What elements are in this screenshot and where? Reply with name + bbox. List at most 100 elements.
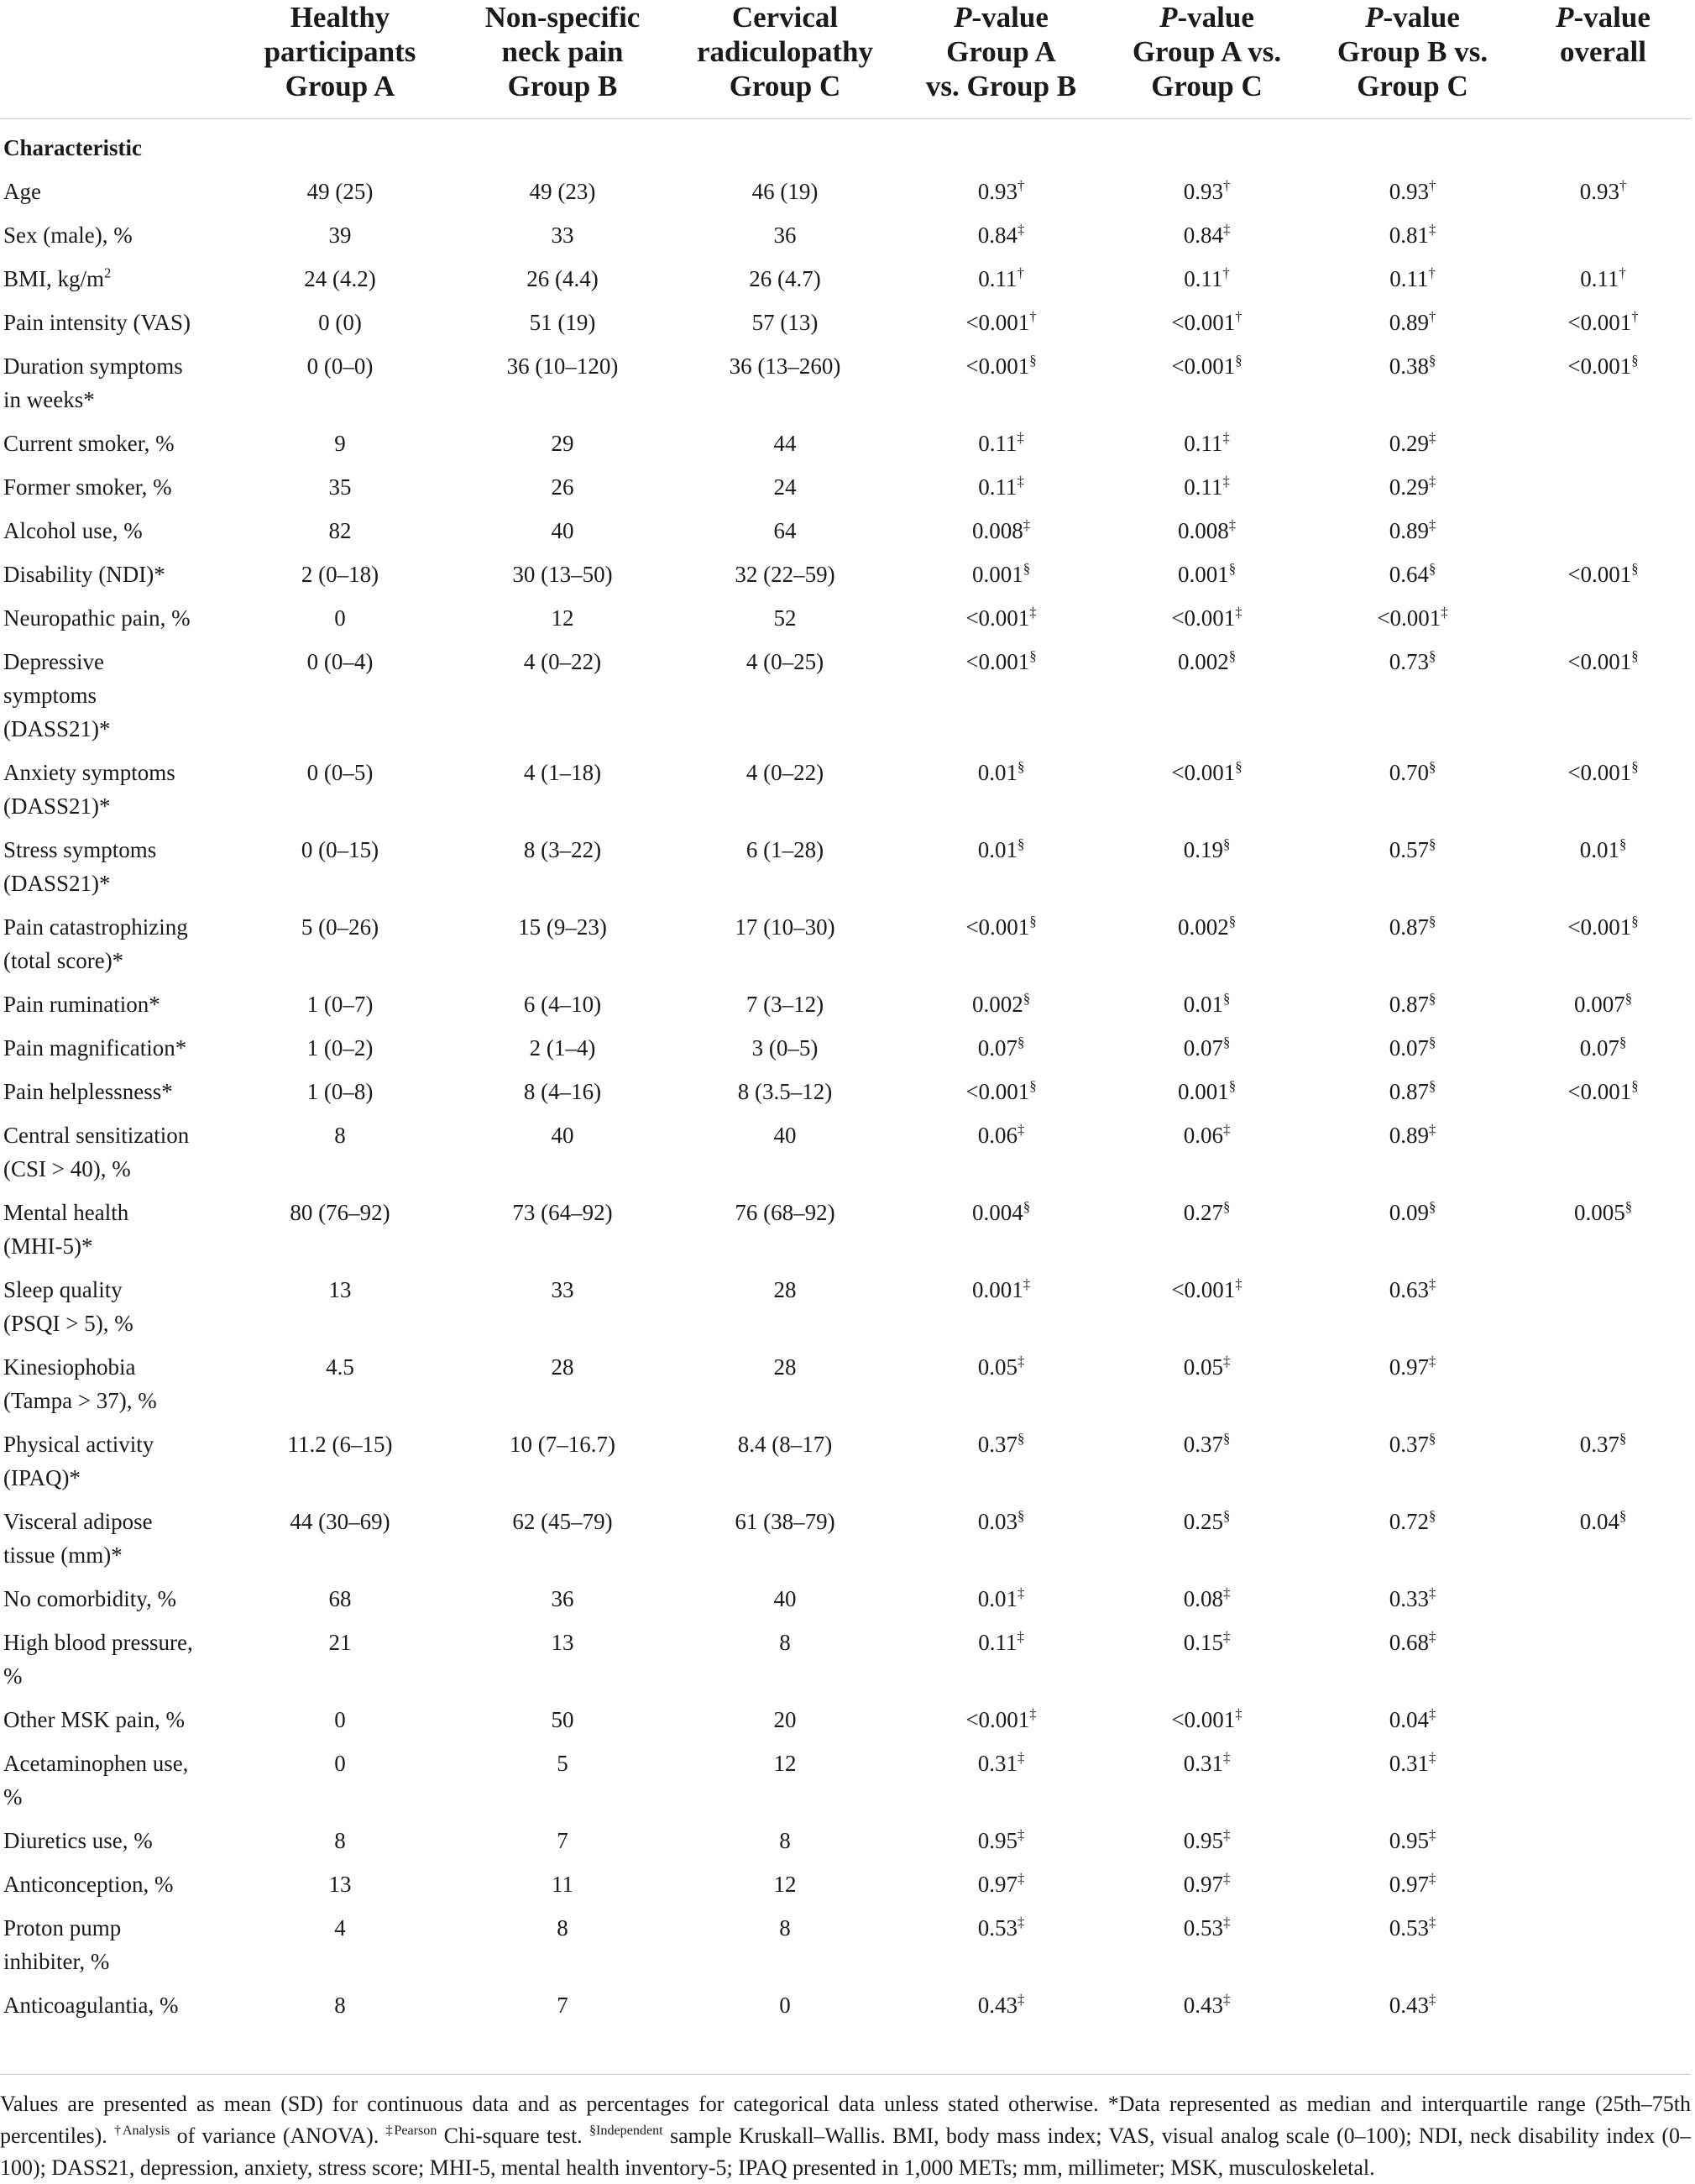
row-label-line: Anxiety symptoms <box>3 760 175 785</box>
table-cell <box>1515 1115 1691 1192</box>
row-label: Stress symptoms (DASS21)* <box>0 830 227 907</box>
table-cell: 26 (4.4) <box>526 266 599 291</box>
row-label-line: Depressive <box>3 649 104 674</box>
row-label-line: Disability (NDI)* <box>3 562 165 587</box>
table-cell: 11 <box>552 1872 573 1897</box>
table-cell: 5 (0–26) <box>301 914 379 940</box>
table-cell: <0.001§ <box>1567 352 1639 379</box>
table-cell: 0.07§ <box>1389 1034 1436 1061</box>
table-cell <box>1515 1347 1691 1424</box>
table-cell: 64 <box>773 518 797 543</box>
row-label: Pain intensity (VAS) <box>0 302 227 346</box>
row-label-line: Other MSK pain, % <box>3 1707 185 1732</box>
row-label: Alcohol use, % <box>0 511 227 554</box>
table-header: Healthy participants Group A Non-specific ne… <box>0 0 1691 119</box>
table-cell: 8 (3–22) <box>523 837 602 862</box>
table-cell: 44 (30–69) <box>290 1509 390 1534</box>
table-cell: 0.01§ <box>1579 835 1627 862</box>
table-cell: 21 <box>328 1630 352 1655</box>
table-cell: 0.93† <box>1579 177 1627 204</box>
table-cell: 0.31‡ <box>977 1749 1025 1776</box>
row-label: Other MSK pain, % <box>0 1700 227 1743</box>
row-label: Visceral adipose tissue (mm)* <box>0 1501 227 1579</box>
header-line: neck pain <box>501 35 624 68</box>
table-cell: 33 <box>551 223 574 248</box>
column-header: Non-specific neck pain Group B <box>453 0 672 119</box>
row-label-line: Pain catastrophizing <box>3 914 188 940</box>
header-line: overall <box>1559 35 1647 68</box>
table-row: Anticonception, % 13 11 12 0.97‡ 0.97‡ 0.97‡ <box>0 1864 1691 1908</box>
table-cell: 0.93† <box>977 177 1025 204</box>
table-cell <box>1515 1700 1691 1743</box>
table-cell: 13 <box>328 1277 352 1302</box>
table-cell: 12 <box>773 1872 797 1897</box>
row-label-line: Neuropathic pain, % <box>3 605 191 631</box>
row-label-line: (total score)* <box>3 948 124 973</box>
table-cell: <0.001§ <box>1567 913 1639 940</box>
table-cell: 0.005§ <box>1573 1198 1633 1225</box>
table-cell: 8 <box>334 1123 346 1148</box>
table-row: Disability (NDI)* 2 (0–18) 30 (13–50) 32 (2… <box>0 554 1691 598</box>
table-cell: 36 <box>773 223 797 248</box>
table-cell <box>1515 1579 1691 1622</box>
row-label-line: Pain magnification* <box>3 1035 187 1061</box>
column-header: Cervical radiculopathy Group C <box>672 0 898 119</box>
table-cell: 0.37§ <box>977 1430 1025 1457</box>
table-cell: 39 <box>328 223 352 248</box>
row-label: Mental health (MHI-5)* <box>0 1192 227 1270</box>
table-cell: <0.001§ <box>965 352 1037 379</box>
table-cell: 0.01§ <box>1183 990 1231 1017</box>
header-line: vs. Group B <box>925 70 1077 102</box>
table-cell: 0.68‡ <box>1389 1628 1436 1655</box>
table-cell: 32 (22–59) <box>735 562 835 587</box>
table-row: Sleep quality (PSQI > 5), % 13 33 28 0.001‡ <0… <box>0 1270 1691 1347</box>
row-label: Anticonception, % <box>0 1864 227 1908</box>
row-label-line: Anticoagulantia, % <box>3 1993 179 2018</box>
table-cell: 0.15‡ <box>1183 1628 1231 1655</box>
table-cell: 8 <box>779 1630 791 1655</box>
row-label: Pain rumination* <box>0 984 227 1028</box>
table-cell <box>1515 1270 1691 1347</box>
table-cell: <0.001‡ <box>1171 604 1242 631</box>
table-cell: 8 <box>334 1993 346 2018</box>
row-label-line: Mental health <box>3 1200 129 1225</box>
table-cell: 0.11† <box>978 264 1024 291</box>
row-label-line: Proton pump <box>3 1915 122 1940</box>
table-cell: 0.11‡ <box>1184 473 1230 500</box>
table-cell: 0.38§ <box>1389 352 1436 379</box>
row-label: Sex (male), % <box>0 215 227 259</box>
table-cell: 0 <box>334 605 346 631</box>
row-label: Duration symptoms in weeks* <box>0 346 227 423</box>
table-cell: 4 <box>334 1915 346 1940</box>
table-cell: 0.57§ <box>1389 835 1436 862</box>
table-cell: 0.008‡ <box>1177 516 1237 543</box>
table-cell: 11.2 (6–15) <box>287 1432 393 1457</box>
table-cell: 0.07§ <box>977 1034 1025 1061</box>
row-label-line: Pain intensity (VAS) <box>3 310 191 335</box>
table-cell: 0.81‡ <box>1389 221 1436 248</box>
table-cell: 80 (76–92) <box>290 1200 390 1225</box>
table-row: Other MSK pain, % 0 50 20 <0.001‡ <0.001‡ 0.04… <box>0 1700 1691 1743</box>
table-cell <box>1515 1908 1691 1985</box>
table-cell: 0.43‡ <box>1183 1991 1231 2018</box>
header-line: Group A <box>285 70 395 102</box>
header-line: P-value <box>1159 1 1254 34</box>
table-cell: 0.25§ <box>1183 1507 1231 1534</box>
row-label-line: Diuretics use, % <box>3 1828 153 1853</box>
row-label-line: Central sensitization <box>3 1123 190 1148</box>
table-cell <box>1515 1622 1691 1700</box>
table-row: Acetaminophen use,% 0 5 12 0.31‡ 0.31‡ 0.31‡ <box>0 1743 1691 1820</box>
table-cell: 17 (10–30) <box>735 914 835 940</box>
table-footnote: Values are presented as mean (SD) for co… <box>0 2074 1691 2184</box>
table-cell: 1 (0–2) <box>306 1035 374 1061</box>
table-cell: 0.29‡ <box>1389 473 1436 500</box>
table-cell: 50 <box>551 1707 574 1732</box>
table-cell: <0.001§ <box>1567 1077 1639 1104</box>
table-cell: 0.37§ <box>1183 1430 1231 1457</box>
table-cell: 46 (19) <box>751 179 819 204</box>
header-line: Group B <box>507 70 618 102</box>
table-cell <box>1515 511 1691 554</box>
header-line: participants <box>264 35 416 68</box>
table-cell: 0.37§ <box>1389 1430 1436 1457</box>
row-label-line: BMI, kg/m2 <box>3 264 112 291</box>
